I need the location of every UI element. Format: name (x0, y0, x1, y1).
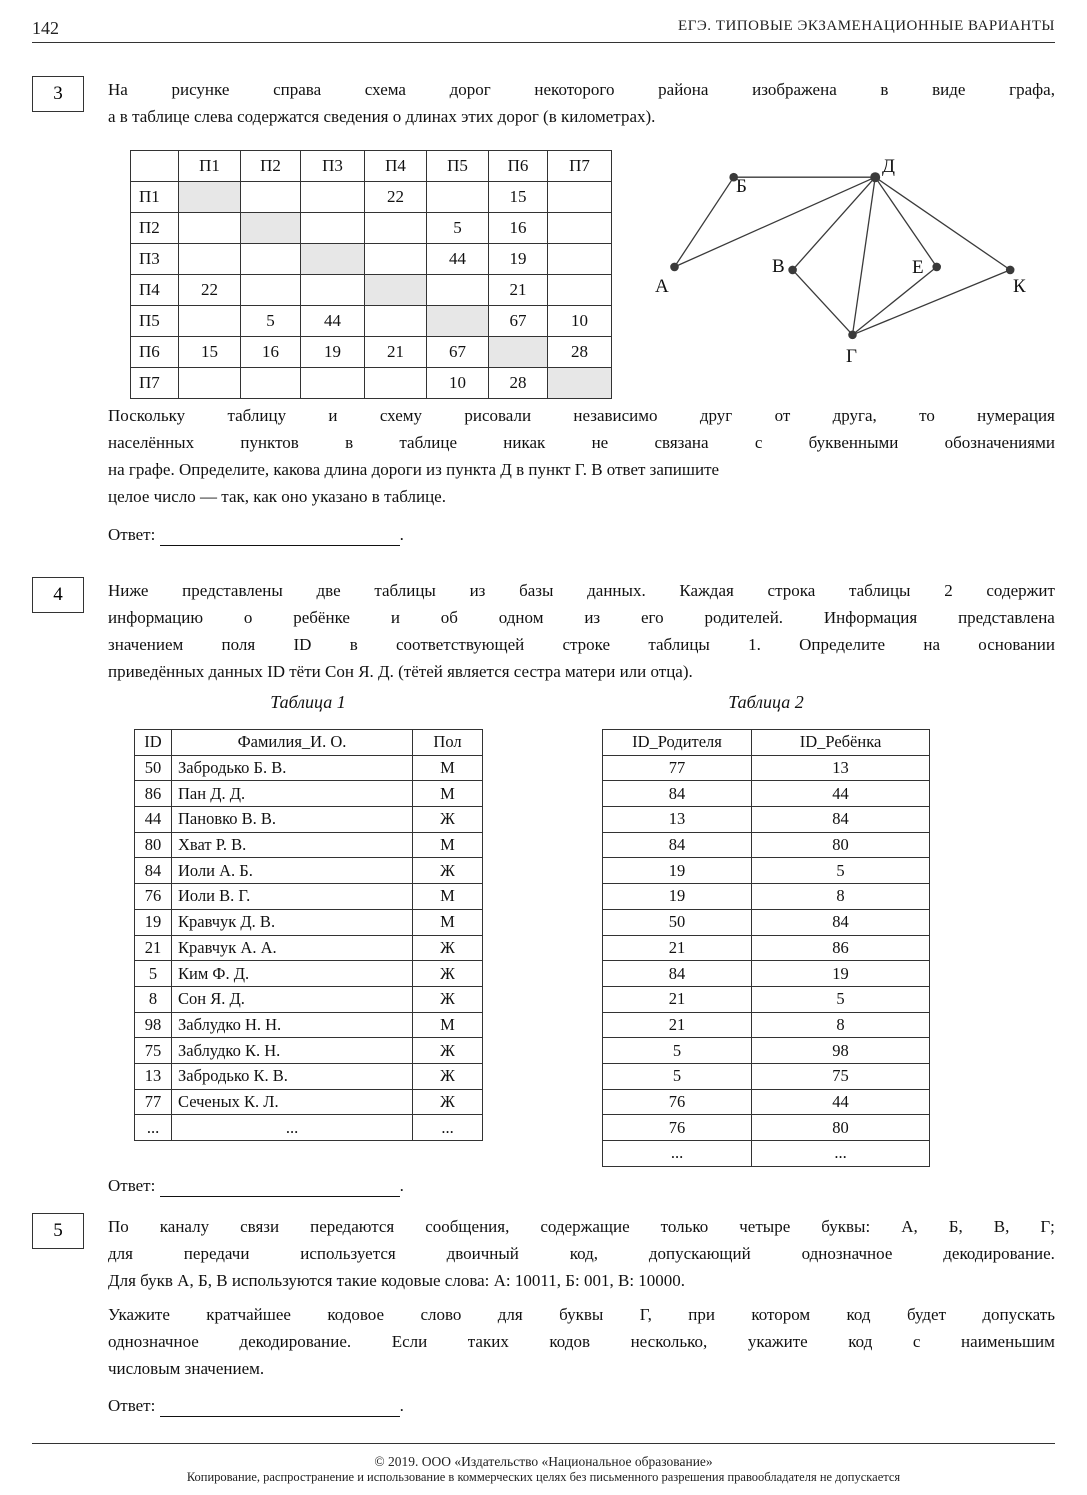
svg-text:Б: Б (736, 176, 747, 197)
svg-text:К: К (1013, 276, 1026, 297)
svg-text:Д: Д (882, 156, 895, 177)
svg-text:В: В (772, 256, 785, 277)
svg-text:А: А (655, 276, 669, 297)
svg-text:Е: Е (912, 257, 924, 278)
svg-text:Г: Г (846, 346, 857, 367)
